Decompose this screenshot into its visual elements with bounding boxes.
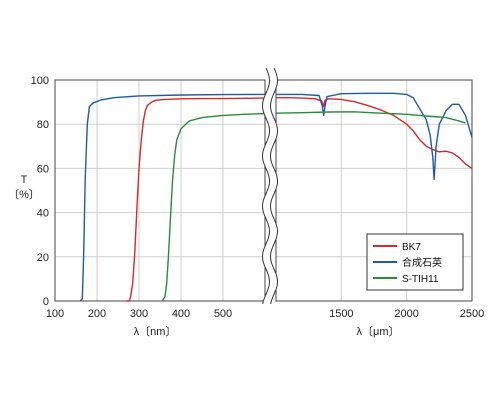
x-tick-label: 500 — [214, 308, 232, 320]
x-axis-title-nm: λ〔nm〕 — [134, 325, 177, 338]
legend-label: S-TIH11 — [402, 274, 439, 285]
y-tick-label: 0 — [43, 296, 49, 308]
axis-break-band — [262, 68, 278, 304]
axis-break-edge — [261, 67, 271, 305]
series-line-3-long — [275, 111, 466, 124]
x-tick-label: 2000 — [394, 308, 418, 320]
y-tick-label: 20 — [37, 252, 49, 264]
plot-frames — [54, 79, 473, 302]
x-axis-title-um: λ〔μm〕 — [356, 325, 399, 338]
x-tick-label: 400 — [172, 308, 190, 320]
x-tick-label: 300 — [130, 308, 148, 320]
series-layer — [79, 92, 473, 302]
series-line-1-long — [276, 96, 473, 169]
series-line-1-short — [126, 97, 266, 302]
y-axis-unit: 〔%〕 — [8, 188, 40, 201]
x-tick-label: 1500 — [329, 308, 353, 320]
x-tick-label: 200 — [88, 308, 106, 320]
x-tick-label: 100 — [46, 308, 64, 320]
series-line-3-short — [161, 112, 266, 302]
tick-labels: 0 20 40 60 80 100 100 200 300 400 500 1500 2000 2500 — [31, 75, 485, 320]
plot-frame — [54, 79, 266, 302]
y-tick-label: 100 — [31, 75, 49, 87]
series-line-2-long — [276, 92, 473, 181]
plot-frame — [275, 79, 473, 302]
axis-break — [261, 67, 279, 305]
legend: BK7 合成石英 S-TIH11 — [366, 233, 464, 291]
axis-break-edge — [269, 67, 279, 305]
y-tick-label: 80 — [37, 119, 49, 131]
legend-label: 合成石英 — [402, 256, 442, 269]
y-tick-label: 60 — [37, 163, 49, 175]
legend-label: BK7 — [402, 242, 421, 253]
y-tick-label: 40 — [37, 208, 49, 220]
series-line-2-short — [79, 93, 266, 302]
y-axis-title: T — [21, 174, 28, 186]
x-tick-label: 2500 — [460, 308, 484, 320]
